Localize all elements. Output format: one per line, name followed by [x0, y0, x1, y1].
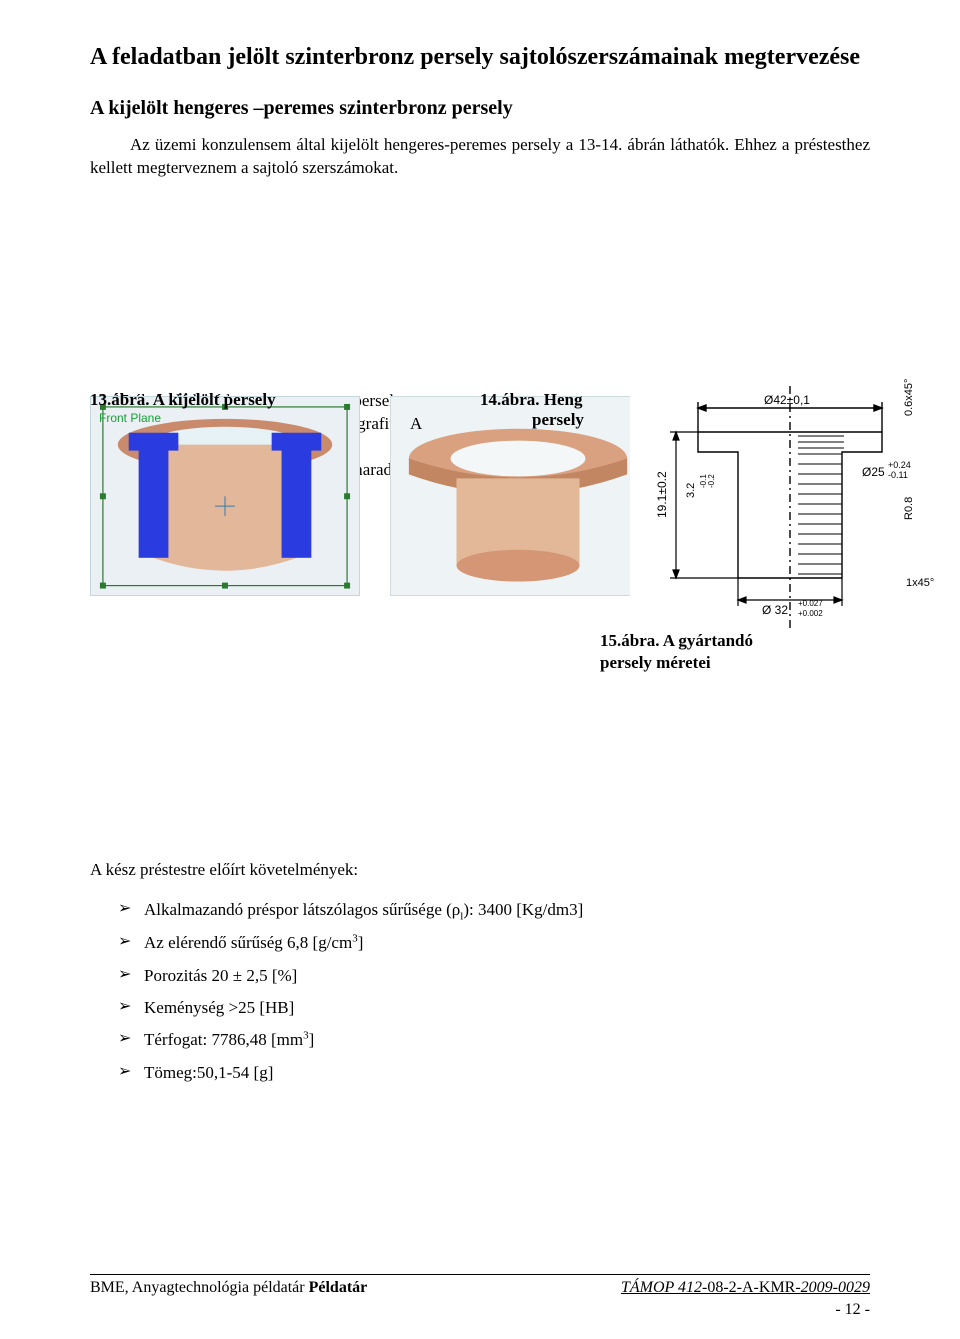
dim-d32-tol-bot: +0.002 — [798, 609, 823, 618]
caption-14-a: 14.ábra. Heng — [480, 390, 582, 409]
bullet-5a: Térfogat: 7786,48 [mm — [144, 1030, 303, 1049]
dim-d42: Ø42±0,1 — [764, 393, 810, 407]
footer-right: TÁMOP 412-08-2-A-KMR-2009-0029 — [621, 1279, 870, 1297]
dim-d25-tol-bot: -0.11 — [888, 470, 908, 480]
bullet-1b: ): 3400 [Kg/dm3] — [463, 900, 583, 919]
dim-d25-tol-top: +0.24 — [888, 460, 911, 470]
bullet-1-rho: ρ — [452, 900, 460, 919]
caption-14-b: persely — [480, 410, 584, 429]
dim-h32-tol-bot: -0.2 — [707, 474, 716, 488]
page-number: - 12 - — [835, 1301, 870, 1319]
dim-chamfer-bot: 1x45° — [906, 577, 934, 589]
footer-left-b: Példatár — [309, 1279, 368, 1296]
caption-a-letter: A — [410, 414, 422, 434]
page-title: A feladatban jelölt szinterbronz persely… — [90, 42, 870, 73]
bullet-1a: Alkalmazandó préspor látszólagos sűrűség… — [144, 900, 452, 919]
requirements-list: Alkalmazandó préspor látszólagos sűrűség… — [90, 894, 870, 1089]
footer-right-c: 2009-0029 — [801, 1279, 870, 1296]
caption-15: 15.ábra. A gyártandó persely méretei — [600, 630, 780, 674]
dim-chamfer-top: 0.6x45° — [903, 379, 915, 416]
dim-d25: Ø25 — [862, 465, 885, 479]
dim-h32: 3.2 — [685, 483, 697, 498]
page-footer: BME, Anyagtechnológia példatár Példatár … — [90, 1274, 870, 1297]
bullet-6: Tömeg:50,1-54 [g] — [118, 1057, 870, 1089]
bullet-5b: ] — [309, 1030, 315, 1049]
caption-14: 14.ábra. Heng persely — [480, 390, 680, 430]
bullet-2: Az elérendő sűrűség 6,8 [g/cm3] — [118, 927, 870, 959]
bullet-2b: ] — [358, 933, 364, 952]
footer-left-a: BME, Anyagtechnológia példatár — [90, 1279, 309, 1296]
front-plane-label: Front Plane — [99, 411, 161, 425]
bullet-1: Alkalmazandó préspor látszólagos sűrűség… — [118, 894, 870, 927]
dim-d32: Ø 32 — [762, 603, 788, 617]
requirements-title: A kész préstestre előírt követelmények: — [90, 860, 870, 880]
dim-r08: R0.8 — [903, 497, 915, 520]
caption-13: 13.ábra. A kijelölt persely — [90, 390, 276, 410]
section-subtitle: A kijelölt hengeres –peremes szinterbron… — [90, 97, 870, 120]
footer-left: BME, Anyagtechnológia példatár Példatár — [90, 1279, 367, 1297]
bullet-4: Keménység >25 [HB] — [118, 992, 870, 1024]
intro-paragraph: Az üzemi konzulensem által kijelölt heng… — [90, 134, 870, 180]
bullet-3: Porozitás 20 ± 2,5 [%] — [118, 960, 870, 992]
footer-right-a: TÁMOP 412 — [621, 1279, 702, 1296]
figure-13: Front Plane — [90, 396, 360, 596]
dim-h19: 19.1±0.2 — [655, 471, 669, 518]
footer-right-b: -08-2-A-KMR- — [702, 1279, 801, 1296]
bullet-2a: Az elérendő sűrűség 6,8 [g/cm — [144, 933, 352, 952]
bullet-5: Térfogat: 7786,48 [mm3] — [118, 1024, 870, 1056]
